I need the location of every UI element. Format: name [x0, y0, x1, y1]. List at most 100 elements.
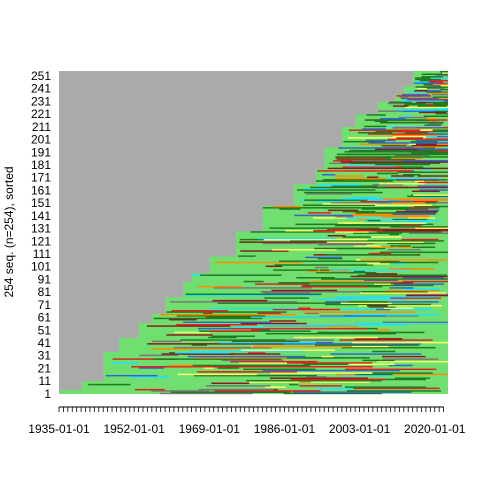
state-spell	[383, 307, 413, 309]
y-axis-label: 254 seq. (n=254), sorted	[2, 166, 16, 297]
state-spell	[350, 275, 411, 278]
state-spell	[262, 324, 379, 326]
state-spell	[307, 270, 351, 273]
state-spell	[310, 280, 422, 283]
state-spell	[324, 303, 431, 306]
state-spell	[366, 304, 388, 307]
state-spell	[413, 144, 448, 147]
state-spell	[209, 307, 303, 309]
state-spell	[207, 336, 237, 339]
state-spell	[431, 84, 441, 87]
state-spell	[211, 335, 255, 337]
state-spell	[313, 229, 384, 232]
state-spell	[354, 338, 403, 340]
state-spell	[273, 205, 301, 208]
state-spell	[346, 217, 409, 219]
state-spell	[432, 83, 448, 86]
state-spell	[359, 292, 447, 294]
y-tick-label: 121	[31, 234, 51, 248]
state-spell	[297, 189, 376, 191]
y-tick-label: 161	[31, 183, 51, 197]
y-tick-label: 221	[31, 107, 51, 121]
state-spell	[153, 317, 263, 320]
state-spell	[393, 283, 445, 285]
state-spell	[423, 91, 448, 93]
state-spell	[391, 201, 426, 204]
state-spell	[368, 252, 392, 255]
state-spell	[198, 388, 275, 391]
state-spell	[269, 320, 297, 322]
state-spell	[368, 306, 396, 308]
state-spell	[327, 167, 448, 170]
state-spell	[355, 212, 437, 214]
state-spell	[377, 172, 399, 175]
state-spell	[151, 348, 239, 350]
y-tick-label: 11	[39, 374, 52, 388]
state-spell	[432, 93, 448, 96]
state-spell	[417, 148, 448, 151]
state-spell	[354, 228, 448, 231]
state-spell	[240, 322, 307, 325]
state-spell	[415, 227, 448, 229]
state-spell	[401, 238, 439, 241]
state-spell	[299, 385, 342, 387]
state-spell	[421, 73, 448, 76]
state-spell	[272, 308, 340, 311]
state-spell	[405, 293, 448, 296]
state-spell	[331, 201, 448, 204]
state-spell	[408, 232, 441, 234]
state-spell	[367, 263, 390, 265]
state-spell	[305, 308, 432, 311]
state-spell	[296, 277, 335, 279]
state-spell	[273, 269, 319, 271]
state-spell	[390, 297, 441, 299]
state-spell	[105, 374, 158, 377]
state-spell	[161, 353, 281, 355]
state-spell	[368, 378, 426, 381]
state-spell	[174, 331, 210, 334]
state-spell	[432, 96, 448, 98]
state-spell	[274, 264, 374, 266]
state-spell	[391, 134, 439, 137]
state-spell	[271, 289, 338, 292]
state-spell	[355, 373, 393, 376]
state-spell	[391, 263, 407, 265]
state-spell	[304, 312, 320, 315]
state-spell	[134, 388, 165, 391]
state-spell	[414, 90, 428, 92]
state-spell	[258, 238, 368, 241]
state-spell	[305, 256, 342, 259]
state-spell	[321, 278, 448, 280]
state-spell	[362, 359, 395, 362]
y-tick-label: 231	[31, 94, 51, 108]
state-spell	[370, 246, 396, 248]
state-spell	[367, 324, 406, 326]
state-spell	[365, 119, 430, 121]
state-spell	[316, 184, 361, 186]
x-tick-label: 1935-01-01	[28, 422, 90, 436]
state-spell	[390, 156, 448, 158]
state-spell	[350, 162, 440, 165]
state-spell	[410, 140, 438, 143]
state-spell	[112, 362, 139, 364]
state-spell	[387, 242, 436, 245]
state-spell	[214, 261, 302, 264]
state-spell	[348, 129, 421, 131]
state-spell	[128, 376, 170, 378]
state-spell	[336, 158, 407, 161]
state-spell	[327, 209, 359, 212]
state-spell	[295, 223, 434, 226]
state-spell	[390, 157, 423, 159]
state-spell	[204, 367, 215, 369]
state-spell	[329, 269, 409, 271]
state-spell	[367, 133, 446, 135]
state-spell	[417, 105, 447, 107]
state-spell	[304, 191, 383, 194]
state-spell	[414, 205, 448, 208]
state-spell	[394, 377, 430, 379]
state-spell	[353, 245, 381, 247]
state-spell	[350, 196, 377, 199]
y-tick-label: 71	[38, 298, 52, 312]
state-spell	[390, 282, 414, 284]
